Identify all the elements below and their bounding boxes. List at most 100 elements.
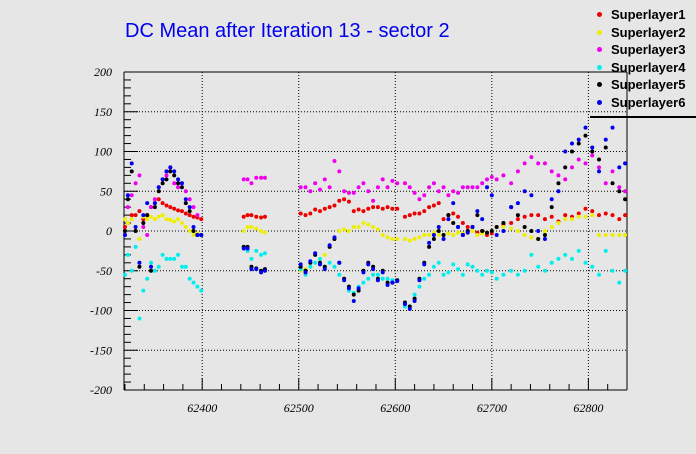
data-point xyxy=(576,137,581,142)
data-point xyxy=(480,272,485,277)
data-point xyxy=(168,217,173,222)
data-point xyxy=(417,197,422,202)
series-superlayer3 xyxy=(122,153,628,237)
data-point xyxy=(385,235,390,240)
data-point xyxy=(536,213,541,218)
data-point xyxy=(475,209,480,214)
data-point xyxy=(422,232,427,237)
data-point xyxy=(494,225,499,230)
data-point xyxy=(172,169,177,174)
data-point xyxy=(402,236,407,241)
data-point xyxy=(542,232,547,237)
data-point xyxy=(436,260,441,265)
data-point xyxy=(179,209,184,214)
data-point xyxy=(436,229,441,233)
data-point xyxy=(402,181,407,186)
data-point xyxy=(441,236,446,241)
data-point xyxy=(556,173,561,178)
data-point xyxy=(125,205,130,210)
data-point xyxy=(337,169,342,174)
data-point xyxy=(160,213,165,218)
data-point xyxy=(303,213,308,218)
data-point xyxy=(583,125,588,130)
data-point xyxy=(176,181,181,186)
data-point xyxy=(501,272,506,277)
data-point xyxy=(361,221,366,226)
data-point xyxy=(366,276,371,281)
data-point xyxy=(576,141,581,146)
data-point xyxy=(446,231,451,236)
data-point xyxy=(172,206,177,211)
data-point xyxy=(436,189,441,194)
data-point xyxy=(342,197,347,202)
data-point xyxy=(361,181,366,186)
data-point xyxy=(436,201,441,206)
data-point xyxy=(456,214,461,219)
data-point xyxy=(617,165,622,170)
data-point xyxy=(129,169,134,174)
data-point xyxy=(183,197,188,202)
data-point xyxy=(417,235,422,240)
data-point xyxy=(191,229,196,233)
data-point xyxy=(259,215,264,220)
data-point xyxy=(191,280,196,285)
data-point xyxy=(332,159,337,164)
data-point xyxy=(337,198,342,203)
data-point xyxy=(465,262,470,267)
data-point xyxy=(617,232,622,237)
series-superlayer4 xyxy=(122,244,628,321)
data-point xyxy=(380,276,385,281)
data-point xyxy=(456,267,461,272)
data-point xyxy=(152,268,157,273)
data-point xyxy=(623,268,628,273)
data-point xyxy=(522,189,527,194)
data-point xyxy=(141,213,146,218)
data-point xyxy=(346,286,351,291)
data-point xyxy=(590,209,595,214)
data-point xyxy=(303,185,308,190)
data-point xyxy=(137,236,142,241)
data-point xyxy=(191,214,196,219)
y-tick-label: 100 xyxy=(94,145,112,159)
data-point xyxy=(337,229,342,233)
data-point xyxy=(259,175,264,180)
y-tick-label: -150 xyxy=(90,343,112,357)
data-point xyxy=(346,190,351,195)
data-point xyxy=(249,256,254,261)
data-point xyxy=(509,221,514,226)
data-point xyxy=(168,205,173,210)
data-point xyxy=(241,246,246,251)
data-point xyxy=(427,272,432,277)
data-point xyxy=(451,262,456,267)
data-point xyxy=(351,209,356,214)
data-point xyxy=(536,264,541,269)
data-point xyxy=(556,256,561,261)
data-point xyxy=(460,232,465,237)
data-point xyxy=(407,306,412,311)
data-point xyxy=(303,270,308,275)
data-point xyxy=(489,174,494,179)
legend-marker-icon xyxy=(597,99,602,105)
data-point xyxy=(313,260,318,265)
data-point xyxy=(176,252,181,257)
data-point xyxy=(371,225,376,230)
data-point xyxy=(168,256,173,261)
data-point xyxy=(576,211,581,216)
data-point xyxy=(342,278,347,283)
legend-marker-icon xyxy=(597,47,602,53)
x-tick-label: 62400 xyxy=(187,401,217,415)
legend-entry: Superlayer4 xyxy=(592,59,696,77)
data-point xyxy=(327,205,332,210)
data-point xyxy=(375,227,380,232)
y-tick-label: 200 xyxy=(94,65,112,79)
legend-marker-icon xyxy=(597,82,602,88)
data-point xyxy=(156,214,161,219)
data-point xyxy=(262,175,267,180)
data-point xyxy=(494,177,499,182)
data-point xyxy=(436,225,441,230)
data-point xyxy=(254,248,259,253)
x-tick-label: 62600 xyxy=(380,401,410,415)
data-point xyxy=(529,235,534,240)
data-point xyxy=(356,207,361,212)
legend-entry: Superlayer6 xyxy=(592,94,696,112)
